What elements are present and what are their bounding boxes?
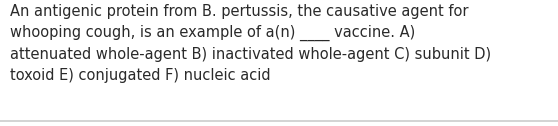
Text: An antigenic protein from B. pertussis, the causative agent for
whooping cough, : An antigenic protein from B. pertussis, … bbox=[10, 4, 491, 83]
